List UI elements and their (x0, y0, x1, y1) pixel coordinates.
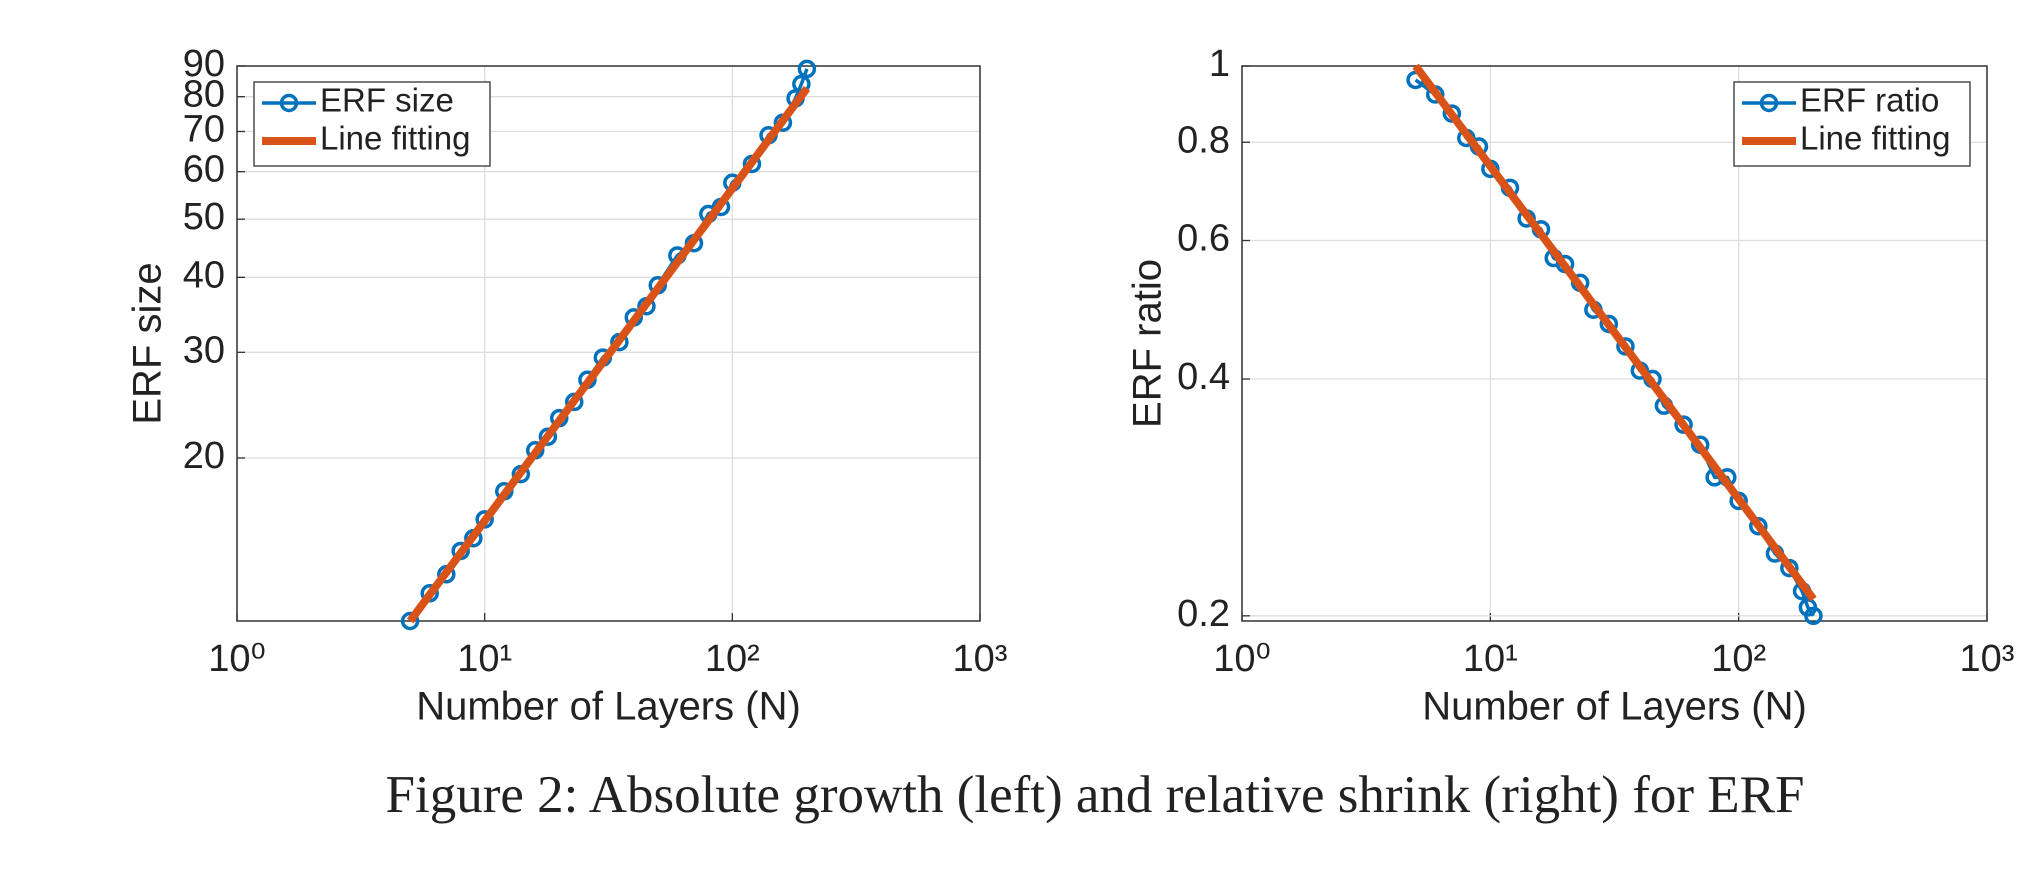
y-tick-label: 90 (183, 43, 225, 85)
y-tick-label: 80 (183, 74, 225, 116)
legend-marker (1759, 93, 1779, 113)
legend-label: Line fitting (1800, 120, 1950, 157)
legend-label: ERF ratio (1800, 82, 1939, 119)
x-axis-label: Number of Layers (N) (1422, 685, 1807, 729)
y-tick-label: 70 (183, 109, 225, 151)
series-line (1412, 63, 1817, 602)
x-tick-label: 10¹ (457, 638, 512, 680)
data-point (797, 59, 817, 79)
legend-label: Line fitting (320, 120, 470, 157)
x-tick-label: 10³ (953, 638, 1008, 680)
data-point (1616, 337, 1635, 356)
x-tick-label: 10² (1711, 638, 1766, 680)
data-point (1804, 606, 1823, 626)
y-tick-label: 50 (183, 196, 225, 238)
y-tick-label: 20 (183, 435, 225, 477)
data-point (1674, 415, 1693, 434)
data-point (538, 427, 558, 446)
y-tick-label: 1 (1209, 43, 1230, 85)
y-tick-label: 0.4 (1177, 356, 1230, 398)
x-tick-label: 10⁰ (1213, 638, 1271, 680)
y-axis-label: ERF size (126, 262, 170, 424)
x-tick-label: 10¹ (1463, 638, 1518, 680)
x-axis-label: Number of Layers (N) (416, 685, 801, 729)
x-tick-label: 10³ (1960, 638, 2015, 680)
y-tick-label: 0.2 (1177, 593, 1230, 635)
x-tick-label: 10² (705, 638, 760, 680)
x-tick-label: 10⁰ (208, 638, 266, 680)
y-tick-label: 30 (183, 329, 225, 371)
legend-marker (279, 93, 299, 113)
data-point (400, 611, 420, 631)
axes-frame (236, 65, 981, 622)
y-axis-label: ERF ratio (1126, 259, 1170, 428)
y-tick-label: 40 (183, 254, 225, 296)
y-tick-label: 0.6 (1177, 218, 1230, 260)
y-tick-label: 0.8 (1177, 119, 1230, 161)
y-tick-label: 60 (183, 149, 225, 191)
series-line (406, 85, 811, 624)
legend-label: ERF size (320, 82, 454, 119)
axes-frame (1241, 65, 1988, 622)
caption: Figure 2: Absolute growth (left) and rel… (386, 766, 1805, 824)
